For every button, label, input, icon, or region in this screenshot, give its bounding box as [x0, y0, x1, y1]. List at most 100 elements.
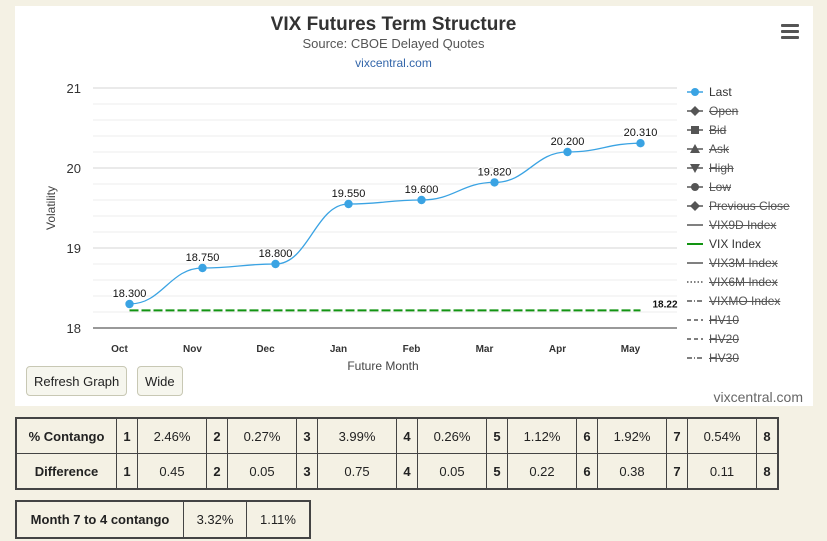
legend-label: Last: [709, 85, 732, 99]
table-row: Month 7 to 4 contango 3.32% 1.11%: [15, 500, 311, 539]
legend-symbol-icon: [687, 201, 703, 211]
month-number-cell: 6: [576, 417, 598, 454]
table-row: % Contango 1 2.46% 2 0.27% 3 3.99% 4 0.26% 5 1.12%…: [15, 417, 779, 454]
legend-label: HV10: [709, 313, 740, 327]
hamburger-menu-icon[interactable]: [781, 24, 799, 39]
x-tick-label: Jan: [330, 344, 347, 355]
x-tick-label: Feb: [403, 344, 421, 355]
legend-label: Previous Close: [709, 199, 790, 213]
value-cell: 0.05: [417, 453, 487, 490]
value-cell: 0.22: [507, 453, 577, 490]
value-cell: 0.11: [687, 453, 757, 490]
legend-symbol-icon: [687, 338, 703, 340]
y-tick-label: 18: [67, 321, 81, 336]
legend-symbol-icon: [687, 183, 703, 191]
data-label: 20.310: [624, 127, 658, 139]
legend-label: Open: [709, 104, 739, 118]
value-cell: 3.99%: [317, 417, 397, 454]
x-tick-label: Mar: [476, 344, 494, 355]
month-number-cell: 5: [486, 453, 508, 490]
month-contango-value: 1.11%: [246, 500, 311, 539]
value-cell: 0.26%: [417, 417, 487, 454]
month-contango-table: Month 7 to 4 contango 3.32% 1.11%: [15, 500, 311, 539]
data-label: 19.550: [332, 188, 366, 200]
y-tick-label: 21: [67, 81, 81, 96]
value-cell: 2.46%: [137, 417, 207, 454]
month-number-cell: 8: [756, 417, 779, 454]
data-label-vix-index: 18.22: [653, 299, 678, 310]
data-point: [344, 199, 353, 209]
chart-title: VIX Futures Term Structure: [270, 14, 517, 35]
month-number-cell: 1: [116, 417, 138, 454]
chart-svg: 18 19 20 21 Oct Nov Dec Jan Feb Mar Apr May Volatili…: [44, 81, 678, 373]
month-number-cell: 6: [576, 453, 598, 490]
data-label: 20.200: [551, 136, 585, 148]
data-label: 19.820: [478, 166, 512, 178]
legend-label: Low: [709, 180, 732, 194]
y-axis-title: Volatility: [44, 186, 58, 230]
legend-symbol-icon: [687, 88, 703, 96]
data-point: [198, 263, 207, 273]
legend-symbol-icon: [687, 357, 703, 359]
chart-panel: VIX Futures Term Structure Source: CBOE …: [15, 6, 813, 406]
table-row: Difference 1 0.45 2 0.05 3 0.75 4 0.05 5 0.22 6 0.38…: [15, 453, 779, 490]
month-number-cell: 2: [206, 453, 228, 490]
x-tick-label: May: [621, 344, 641, 355]
chart-subtitle: Source: CBOE Delayed Quotes: [302, 36, 485, 51]
month-number-cell: 4: [396, 417, 418, 454]
data-point: [125, 299, 134, 309]
value-cell: 1.92%: [597, 417, 667, 454]
contango-table: % Contango 1 2.46% 2 0.27% 3 3.99% 4 0.26% 5 1.12%…: [15, 417, 779, 490]
legend-label: VIX Index: [709, 237, 762, 251]
month-number-cell: 2: [206, 417, 228, 454]
legend-symbol-icon: [687, 281, 703, 283]
legend-symbol-icon: [687, 106, 703, 116]
x-tick-label: Apr: [549, 344, 566, 355]
y-tick-label: 19: [67, 241, 81, 256]
x-axis-title: Future Month: [347, 359, 418, 373]
value-cell: 0.27%: [227, 417, 297, 454]
chart-credit[interactable]: vixcentral.com: [713, 389, 803, 405]
chart-source-link[interactable]: vixcentral.com: [355, 56, 432, 70]
value-cell: 0.38: [597, 453, 667, 490]
value-cell: 1.12%: [507, 417, 577, 454]
value-cell: 0.54%: [687, 417, 757, 454]
wide-button[interactable]: Wide: [137, 366, 183, 396]
legend-symbol-icon: [687, 262, 703, 264]
legend-label: Bid: [709, 123, 727, 137]
legend-label: VIX6M Index: [709, 275, 778, 289]
legend-label: HV30: [709, 351, 740, 365]
month-number-cell: 7: [666, 453, 688, 490]
month-number-cell: 7: [666, 417, 688, 454]
data-label: 18.800: [259, 248, 293, 260]
month-number-cell: 3: [296, 453, 318, 490]
data-label: 18.300: [113, 288, 147, 300]
data-label: 18.750: [186, 252, 220, 264]
month-contango-label: Month 7 to 4 contango: [15, 500, 184, 539]
row-header: % Contango: [15, 417, 117, 454]
legend-label: High: [709, 161, 734, 175]
legend-symbol-icon: [687, 243, 703, 245]
legend-symbol-icon: [687, 144, 703, 153]
legend-label: VIXMO Index: [709, 294, 781, 308]
legend-symbol-icon: [687, 319, 703, 321]
month-number-cell: 8: [756, 453, 779, 490]
legend-label: Ask: [709, 142, 730, 156]
y-tick-label: 20: [67, 161, 81, 176]
legend-symbol-icon: [687, 126, 703, 134]
month-number-cell: 5: [486, 417, 508, 454]
legend-label: HV20: [709, 332, 740, 346]
legend-label: VIX9D Index: [709, 218, 777, 232]
legend-symbol-icon: [687, 300, 703, 302]
x-tick-label: Oct: [111, 344, 128, 355]
data-point: [636, 139, 645, 148]
x-tick-label: Nov: [183, 344, 202, 355]
value-cell: 0.05: [227, 453, 297, 490]
refresh-graph-button[interactable]: Refresh Graph: [26, 366, 128, 396]
data-point: [417, 195, 426, 205]
data-point: [271, 259, 280, 269]
data-point: [490, 178, 499, 187]
month-number-cell: 3: [296, 417, 318, 454]
data-point: [563, 147, 572, 157]
legend-label: VIX3M Index: [709, 256, 778, 270]
